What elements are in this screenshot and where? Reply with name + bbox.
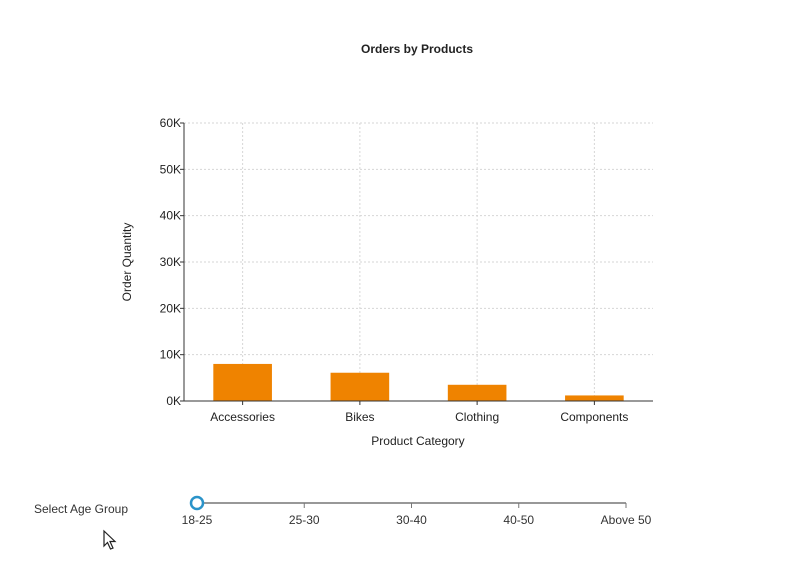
x-axis-label: Product Category xyxy=(371,434,464,448)
slider-option-label[interactable]: 40-50 xyxy=(503,513,534,527)
slider-thumb[interactable] xyxy=(189,495,205,511)
bar-accessories xyxy=(213,363,272,401)
y-tick-label: 10K xyxy=(160,348,181,362)
y-tick-label: 0K xyxy=(166,394,181,408)
chart-title: Orders by Products xyxy=(361,42,473,56)
grid xyxy=(184,122,653,401)
y-tick-label: 40K xyxy=(160,209,181,223)
slider-labels: 18-25 25-30 30-40 40-50 Above 50 xyxy=(182,513,652,527)
x-tick-label: Accessories xyxy=(210,410,275,424)
age-group-slider[interactable]: Select Age Group 18-25 25-30 30-40 40-50 Abo… xyxy=(34,495,652,527)
bar-clothing xyxy=(447,384,507,401)
slider-option-label[interactable]: 25-30 xyxy=(289,513,320,527)
x-tick-label: Components xyxy=(560,410,628,424)
axes xyxy=(183,123,653,402)
bars xyxy=(213,363,624,401)
x-tick-label: Clothing xyxy=(455,410,499,424)
y-axis-ticks: 0K 10K 20K 30K 40K 50K 60K xyxy=(160,116,184,408)
y-tick-label: 50K xyxy=(160,162,181,176)
x-tick-label: Bikes xyxy=(345,410,374,424)
slider-option-label[interactable]: 30-40 xyxy=(396,513,427,527)
bar-bikes xyxy=(330,372,390,401)
y-axis-label: Order Quantity xyxy=(120,223,134,302)
x-axis-ticks: Accessories Bikes Clothing Components xyxy=(210,401,628,424)
slider-caption: Select Age Group xyxy=(34,502,128,516)
slider-option-label[interactable]: 18-25 xyxy=(182,513,213,527)
y-tick-label: 30K xyxy=(160,255,181,269)
slider-option-label[interactable]: Above 50 xyxy=(601,513,652,527)
mouse-pointer-icon xyxy=(103,529,117,550)
y-tick-label: 20K xyxy=(160,301,181,315)
bar-components xyxy=(565,395,624,401)
y-tick-label: 60K xyxy=(160,116,181,130)
